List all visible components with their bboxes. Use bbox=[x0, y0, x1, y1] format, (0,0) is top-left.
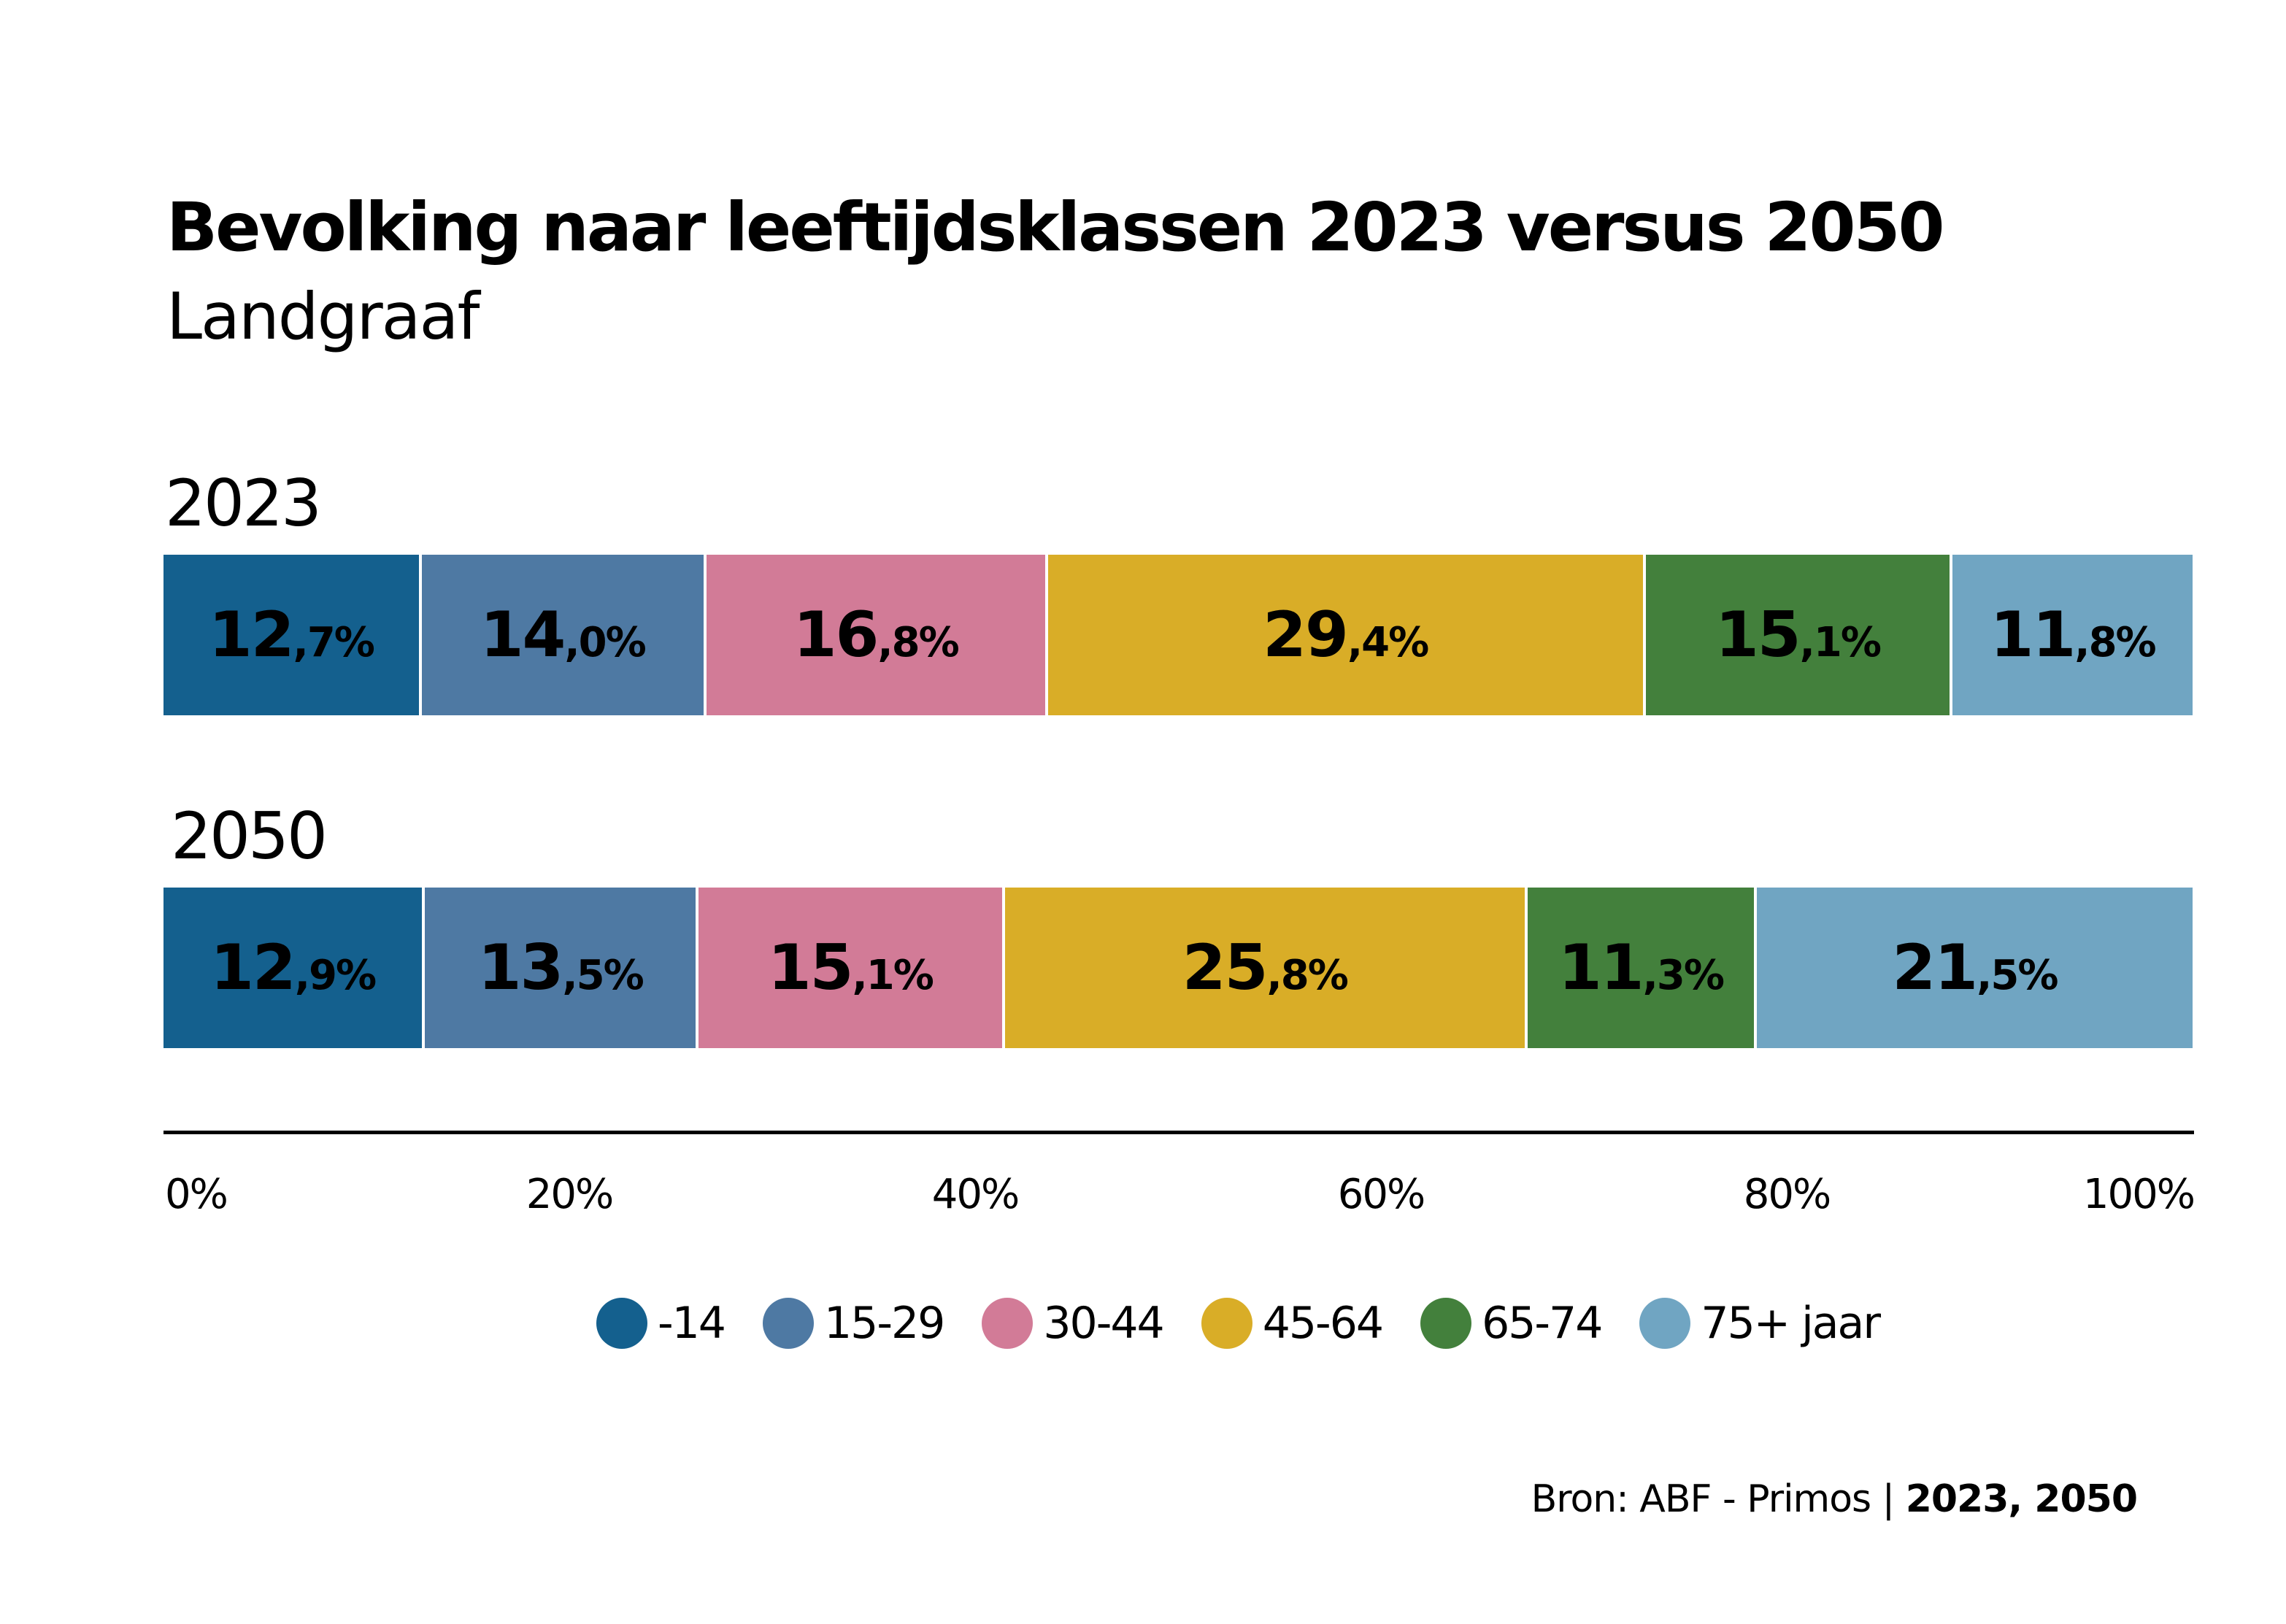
bar-segment-2050-15-29: 13,5% bbox=[425, 888, 699, 1048]
data-label-decimal: ,8% bbox=[1266, 952, 1348, 999]
legend-item: 65-74 bbox=[1420, 1298, 1603, 1349]
data-label-decimal: ,3% bbox=[1642, 952, 1725, 999]
legend-swatch-icon bbox=[1639, 1298, 1691, 1349]
x-tick-label: 20% bbox=[526, 1171, 614, 1218]
chart-title: Bevolking naar leeftijdsklassen 2023 ver… bbox=[166, 188, 1945, 266]
data-label-integer: 25 bbox=[1182, 931, 1269, 1004]
data-label-integer: 16 bbox=[793, 599, 880, 671]
data-label: 12,7% bbox=[208, 599, 375, 671]
data-label-integer: 14 bbox=[480, 599, 566, 671]
legend-swatch-icon bbox=[762, 1298, 814, 1349]
legend-swatch-icon bbox=[1420, 1298, 1472, 1349]
bar-segment-2023-15-29: 14,0% bbox=[421, 555, 707, 715]
legend-item: -14 bbox=[596, 1298, 726, 1349]
data-label: 15,1% bbox=[1715, 599, 1882, 671]
bar-segment-2023-45-64: 29,4% bbox=[1047, 555, 1646, 715]
source-note: Bron: ABF - Primos | 2023, 2050 bbox=[1531, 1477, 2138, 1521]
data-label-decimal: ,0% bbox=[564, 619, 646, 666]
data-label-integer: 11 bbox=[1990, 599, 2077, 671]
legend-label: 65-74 bbox=[1482, 1298, 1603, 1349]
data-label: 11,8% bbox=[1990, 599, 2157, 671]
bar-segment-2050-30-44: 15,1% bbox=[698, 888, 1005, 1048]
legend-label: 30-44 bbox=[1043, 1298, 1164, 1349]
data-label-decimal: ,5% bbox=[1977, 952, 2058, 999]
row-label-2050: 2050 bbox=[171, 798, 328, 874]
chart-subtitle: Landgraaf bbox=[166, 279, 480, 354]
x-tick-label: 80% bbox=[1743, 1171, 1831, 1218]
data-label-integer: 15 bbox=[767, 931, 854, 1004]
x-tick-label: 0% bbox=[165, 1171, 228, 1218]
data-label-integer: 29 bbox=[1263, 599, 1349, 671]
legend-swatch-icon bbox=[982, 1298, 1034, 1349]
bar-segment-2050-45-64: 25,8% bbox=[1004, 888, 1528, 1048]
bar-segment-2023-75-jaar: 11,8% bbox=[1952, 555, 2193, 715]
x-tick-label: 100% bbox=[2082, 1171, 2195, 1218]
data-label-decimal: ,5% bbox=[562, 952, 644, 999]
legend-label: 75+ jaar bbox=[1701, 1298, 1881, 1349]
data-label: 12,9% bbox=[210, 931, 377, 1004]
data-label: 25,8% bbox=[1182, 931, 1349, 1004]
data-label-decimal: ,7% bbox=[293, 619, 375, 666]
legend-label: 45-64 bbox=[1262, 1298, 1384, 1349]
x-tick-label: 40% bbox=[931, 1171, 1020, 1218]
bar-row-2023: 12,7% 14,0% 16,8% 29,4% 15,1% 11,8% bbox=[163, 555, 2193, 715]
legend-swatch-icon bbox=[596, 1298, 647, 1349]
source-years: 2023, 2050 bbox=[1905, 1477, 2138, 1521]
data-label: 29,4% bbox=[1263, 599, 1429, 671]
source-text: Bron: ABF - Primos | bbox=[1531, 1477, 1906, 1521]
x-tick-label: 60% bbox=[1337, 1171, 1425, 1218]
legend-label: 15-29 bbox=[823, 1298, 945, 1349]
data-label: 13,5% bbox=[477, 931, 644, 1004]
data-label: 16,8% bbox=[793, 599, 960, 671]
data-label-decimal: ,8% bbox=[877, 619, 959, 666]
data-label-decimal: ,4% bbox=[1347, 619, 1429, 666]
legend-item: 75+ jaar bbox=[1639, 1298, 1881, 1349]
legend-swatch-icon bbox=[1201, 1298, 1252, 1349]
data-label: 15,1% bbox=[767, 931, 934, 1004]
bar-segment-2050-14: 12,9% bbox=[163, 888, 426, 1048]
legend-item: 15-29 bbox=[762, 1298, 945, 1349]
legend-item: 45-64 bbox=[1201, 1298, 1384, 1349]
data-label-decimal: ,8% bbox=[2074, 619, 2156, 666]
legend-item: 30-44 bbox=[982, 1298, 1165, 1349]
bar-row-2050: 12,9% 13,5% 15,1% 25,8% 11,3% 21,5% bbox=[163, 888, 2193, 1048]
data-label-decimal: ,1% bbox=[852, 952, 934, 999]
data-label-integer: 15 bbox=[1715, 599, 1801, 671]
bar-segment-2050-65-74: 11,3% bbox=[1528, 888, 1757, 1048]
data-label-integer: 11 bbox=[1558, 931, 1644, 1004]
x-axis-line bbox=[163, 1131, 2194, 1134]
data-label-integer: 13 bbox=[477, 931, 564, 1004]
legend-label: -14 bbox=[657, 1298, 726, 1349]
bar-segment-2050-75-jaar: 21,5% bbox=[1756, 888, 2193, 1048]
data-label-integer: 12 bbox=[208, 599, 295, 671]
bar-segment-2023-65-74: 15,1% bbox=[1645, 555, 1953, 715]
data-label: 21,5% bbox=[1892, 931, 2058, 1004]
data-label: 11,3% bbox=[1558, 931, 1725, 1004]
row-label-2023: 2023 bbox=[165, 466, 322, 541]
data-label-integer: 12 bbox=[210, 931, 296, 1004]
data-label-decimal: ,9% bbox=[294, 952, 377, 999]
data-label-integer: 21 bbox=[1892, 931, 1978, 1004]
legend: -14 15-29 30-44 45-64 65-74 75+ jaar bbox=[0, 1298, 2286, 1349]
bar-segment-2023-14: 12,7% bbox=[163, 555, 422, 715]
bar-segment-2023-30-44: 16,8% bbox=[706, 555, 1048, 715]
data-label-decimal: ,1% bbox=[1799, 619, 1882, 666]
data-label: 14,0% bbox=[480, 599, 647, 671]
